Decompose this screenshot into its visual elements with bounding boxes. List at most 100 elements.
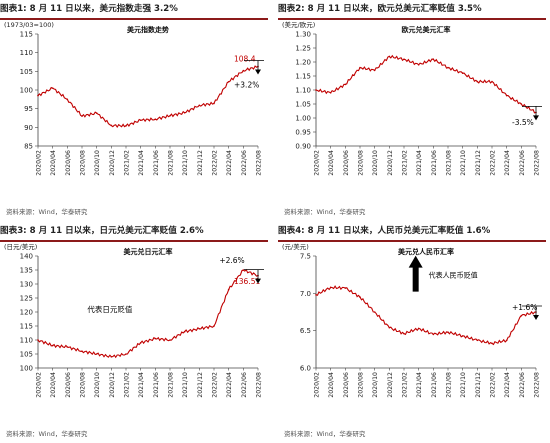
x-tick-label: 2021/08 [446,150,453,176]
x-tick-label: 2022/04 [504,372,511,398]
x-tick-label: 2020/08 [80,372,87,398]
series-line [37,268,259,359]
annotation: -3.5% [512,118,534,127]
x-tick-label: 2020/12 [109,150,116,176]
y-tick-label: 110 [20,337,33,345]
x-tick-label: 2020/08 [358,150,365,176]
chart-title: 美元兑人民币汇率 [398,247,454,256]
data-point [417,64,420,66]
x-tick-label: 2021/12 [197,150,204,176]
y-tick-label: 6.0 [300,365,311,373]
y-axis-label: (美元/欧元) [282,20,315,29]
x-tick-label: 2022/02 [212,372,219,398]
panel-title: 图表3: 8 月 11 日以来，日元兑美元汇率贬值 2.6% [0,224,268,242]
x-tick-label: 2020/12 [387,150,394,176]
x-tick-label: 2021/10 [182,372,189,398]
chart-title: 欧元兑美元汇率 [402,25,451,34]
x-tick-label: 2020/02 [36,372,43,398]
chart-usd-index: (1973/03=100) 美元指数走势 85 90 95 100 105 110 115 202… [4,21,264,176]
series-line [37,65,259,128]
x-tick-label: 2022/02 [490,150,497,176]
data-point [110,356,113,358]
x-tick-label: 2020/12 [109,372,116,398]
x-tick-label: 2020/10 [372,372,379,398]
data-point [125,125,127,127]
data-point [359,66,361,69]
data-point [461,72,464,74]
y-axis-label: (日元/美元) [4,242,37,251]
x-tick-label: 2022/08 [256,150,263,176]
chart-title: 美元指数走势 [127,25,169,34]
data-point [359,296,361,298]
data-point [198,328,201,330]
x-tick-label: 2022/04 [226,150,233,176]
series-line [315,54,537,114]
x-tick-label: 2020/10 [372,150,379,176]
data-point [66,346,69,348]
change-arrow-head [533,115,539,121]
data-point [81,115,83,117]
x-tick-label: 2021/12 [475,150,482,176]
data-point [432,333,435,336]
x-tick-label: 2021/02 [124,372,131,398]
x-tick-label: 2022/06 [519,150,526,176]
chart-usdcny: (元/美元) 美元兑人民币汇率 6.0 6.5 7.0 7.5 2020/02 2020/04… [282,242,542,398]
y-tick-label: 100 [20,87,33,95]
x-tick-label: 2021/06 [153,150,160,176]
data-point [169,114,171,117]
x-tick-label: 2021/04 [416,150,423,176]
direction-arrow [408,255,423,292]
chart-panel-4: 图表4: 8 月 11 日以来，人民币兑美元汇率贬值 1.6% (元/美元) 美元… [278,222,548,443]
data-point [344,83,347,86]
data-point [110,124,113,127]
panel-title: 图表4: 8 月 11 日以来，人民币兑美元汇率贬值 1.6% [278,224,546,242]
annotation: +2.6% [219,256,244,265]
x-tick-label: 2021/08 [168,372,175,398]
y-tick-label: 125 [20,295,33,303]
y-tick-label: 1.20 [295,59,311,67]
y-tick-label: 1.15 [295,73,311,81]
annotation: +3.2% [234,80,259,89]
data-point [373,69,376,72]
data-point [388,326,391,329]
chart-usdjpy: (日元/美元) 美元兑日元汇率 100 105 110 115 120 125 130 135 14… [4,242,264,398]
annotation: 代表日元贬值 [87,304,132,314]
x-tick-label: 2022/06 [241,372,248,398]
x-tick-label: 2022/04 [226,372,233,398]
data-point [154,337,157,340]
y-tick-label: 110 [20,49,33,57]
y-tick-label: 100 [20,365,33,373]
annotation: 136.51 [234,277,260,286]
x-tick-label: 2020/04 [328,150,335,176]
data-point [51,87,54,89]
x-tick-label: 2020/08 [358,372,365,398]
x-tick-label: 2021/04 [138,372,145,398]
x-tick-label: 2020/12 [387,372,394,398]
data-point [491,342,493,345]
panel-title: 图表2: 8 月 11 日以来，欧元兑美元汇率贬值 3.5% [278,2,546,20]
x-tick-label: 2021/04 [138,150,145,176]
x-tick-label: 2022/06 [519,372,526,398]
y-tick-label: 0.95 [295,129,311,137]
data-point [227,288,230,291]
x-tick-label: 2020/06 [65,372,72,398]
y-tick-label: 130 [20,281,33,289]
source-note: 资料来源：Wind，华泰研究 [284,430,366,438]
x-tick-label: 2021/10 [460,150,467,176]
x-tick-label: 2022/02 [212,150,219,176]
x-tick-label: 2021/02 [124,150,131,176]
data-point [432,58,435,60]
x-tick-label: 2020/06 [65,150,72,176]
y-tick-label: 115 [20,31,33,39]
data-point [125,353,127,355]
data-point [403,332,405,335]
x-tick-label: 2020/02 [36,150,43,176]
y-tick-label: 90 [24,124,33,132]
data-point [95,112,98,114]
x-tick-label: 2022/06 [241,150,248,176]
data-point [139,342,142,344]
annotation: +1.6% [512,303,537,312]
data-point [37,339,39,341]
data-point [505,94,508,97]
y-tick-label: 7.5 [300,253,311,261]
